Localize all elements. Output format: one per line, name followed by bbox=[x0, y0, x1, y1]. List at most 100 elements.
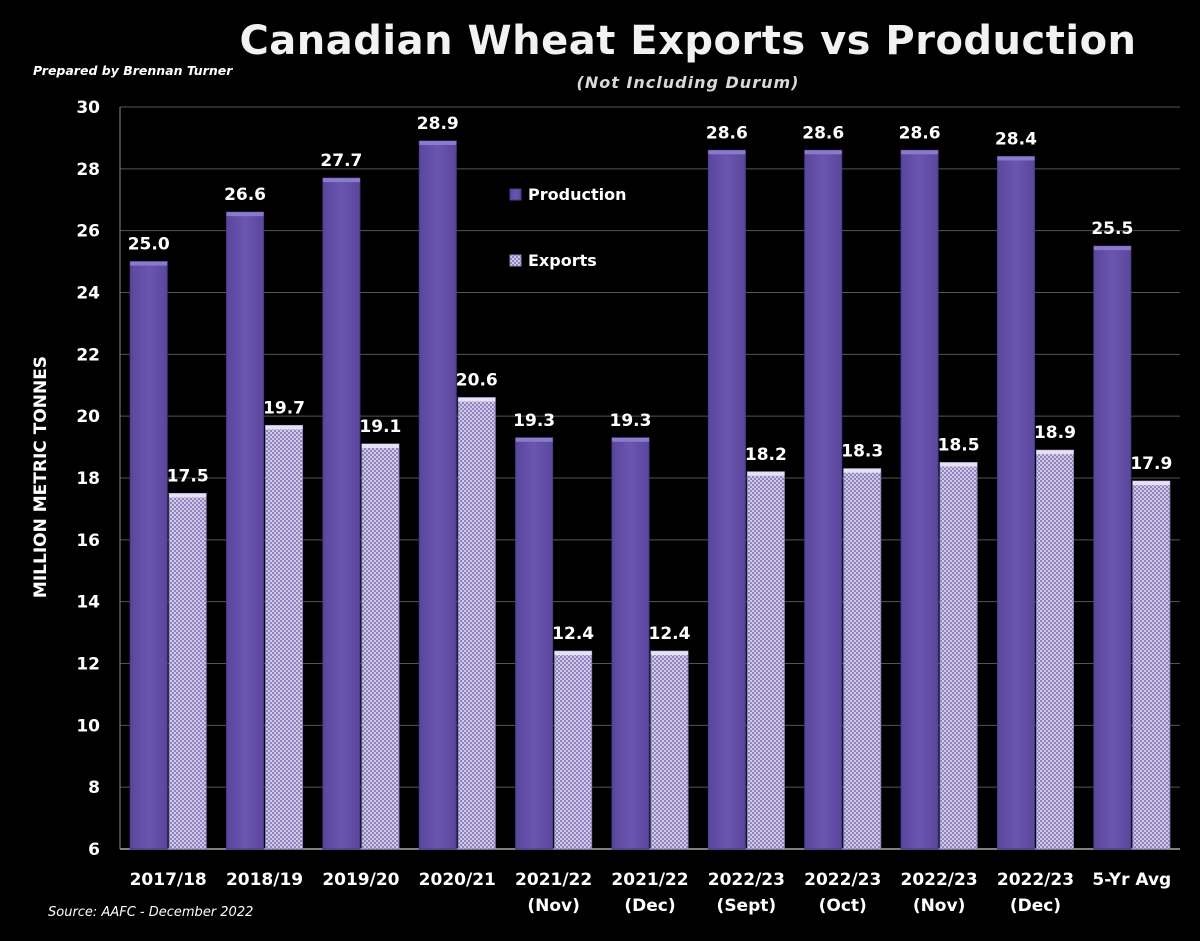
exports-data-label: 19.7 bbox=[263, 398, 305, 418]
chart-subtitle: (Not Including Durum) bbox=[576, 73, 800, 92]
production-bar-cap bbox=[997, 156, 1035, 161]
y-tick-label: 10 bbox=[76, 716, 100, 736]
exports-bar bbox=[554, 650, 593, 850]
production-bar bbox=[418, 140, 457, 850]
production-bar bbox=[1093, 245, 1132, 850]
exports-data-label: 20.6 bbox=[456, 371, 498, 391]
exports-bar-cap bbox=[554, 651, 592, 656]
production-bar-cap bbox=[612, 437, 649, 442]
production-bar-cap bbox=[322, 178, 360, 183]
y-tick-label: 26 bbox=[76, 222, 100, 242]
exports-bar-cap bbox=[361, 443, 399, 448]
exports-data-label: 17.9 bbox=[1130, 454, 1172, 474]
production-data-label: 26.6 bbox=[224, 185, 266, 205]
legend-label-exports: Exports bbox=[528, 251, 597, 270]
production-data-label: 19.3 bbox=[513, 411, 555, 431]
x-tick-label: 2022/23 bbox=[708, 870, 785, 890]
x-tick-label: 2017/18 bbox=[130, 870, 207, 890]
exports-bar bbox=[843, 468, 882, 850]
production-bar-cap bbox=[1093, 246, 1131, 251]
production-bar-cap bbox=[130, 261, 168, 266]
exports-bar-cap bbox=[1132, 481, 1170, 486]
production-bar bbox=[611, 437, 650, 850]
exports-bar-cap bbox=[747, 471, 785, 476]
exports-bar bbox=[650, 650, 689, 850]
production-data-label: 19.3 bbox=[610, 411, 652, 431]
legend-swatch-production bbox=[509, 188, 522, 201]
y-tick-label: 24 bbox=[76, 284, 100, 304]
exports-data-label: 12.4 bbox=[552, 624, 594, 644]
x-tick-label: 2022/23 bbox=[804, 870, 881, 890]
production-bar bbox=[900, 149, 939, 850]
exports-data-label: 18.2 bbox=[745, 445, 787, 465]
production-bar bbox=[129, 261, 168, 850]
x-tick-label: 2021/22 bbox=[515, 870, 592, 890]
production-data-label: 27.7 bbox=[320, 151, 362, 171]
production-data-label: 28.9 bbox=[417, 114, 459, 134]
production-bar bbox=[996, 155, 1035, 850]
exports-bar bbox=[168, 492, 207, 850]
production-bar bbox=[226, 211, 265, 850]
production-bar bbox=[322, 177, 361, 850]
exports-bar bbox=[746, 471, 785, 850]
x-tick-label: (Nov) bbox=[527, 896, 580, 916]
y-tick-label: 6 bbox=[88, 840, 100, 860]
y-tick-label: 22 bbox=[76, 345, 100, 365]
production-data-label: 28.6 bbox=[706, 123, 748, 143]
x-tick-label: 2019/20 bbox=[322, 870, 399, 890]
exports-bar-cap bbox=[651, 651, 688, 656]
x-tick-label: (Nov) bbox=[913, 896, 966, 916]
source-note: Source: AAFC - December 2022 bbox=[48, 905, 254, 920]
exports-data-label: 17.5 bbox=[167, 466, 209, 486]
production-bar-cap bbox=[708, 150, 746, 155]
x-tick-label: 5-Yr Avg bbox=[1092, 870, 1171, 890]
y-tick-label: 30 bbox=[76, 98, 100, 118]
production-bar bbox=[515, 437, 554, 850]
x-tick-label: (Sept) bbox=[717, 896, 777, 916]
production-data-label: 28.4 bbox=[995, 129, 1037, 149]
exports-bar-cap bbox=[169, 493, 207, 498]
x-tick-label: 2021/22 bbox=[611, 870, 688, 890]
y-tick-label: 18 bbox=[76, 469, 100, 489]
exports-bar bbox=[361, 443, 400, 850]
exports-bar-cap bbox=[843, 468, 881, 473]
x-tick-label: 2022/23 bbox=[997, 870, 1074, 890]
chart-title: Canadian Wheat Exports vs Production bbox=[239, 18, 1137, 64]
legend-swatch-exports bbox=[509, 254, 522, 267]
x-tick-label: 2018/19 bbox=[226, 870, 303, 890]
exports-bar bbox=[939, 462, 978, 850]
exports-data-label: 18.3 bbox=[841, 442, 883, 462]
production-data-label: 25.0 bbox=[128, 235, 170, 255]
exports-bar bbox=[1132, 480, 1171, 850]
exports-bar-cap bbox=[265, 425, 303, 430]
production-bar-cap bbox=[419, 141, 457, 146]
x-tick-label: 2022/23 bbox=[900, 870, 977, 890]
exports-bar-cap bbox=[458, 397, 496, 402]
x-tick-label: (Dec) bbox=[1010, 896, 1061, 916]
exports-bar-cap bbox=[940, 462, 978, 467]
production-bar-cap bbox=[901, 150, 939, 155]
exports-data-label: 19.1 bbox=[359, 417, 401, 437]
production-bar bbox=[804, 149, 843, 850]
exports-data-label: 12.4 bbox=[649, 624, 691, 644]
prepared-by-note: Prepared by Brennan Turner bbox=[33, 63, 233, 78]
production-bar-cap bbox=[515, 437, 553, 442]
exports-bar-cap bbox=[1036, 450, 1074, 455]
exports-data-label: 18.5 bbox=[938, 436, 980, 456]
exports-bar bbox=[265, 424, 304, 850]
y-tick-label: 16 bbox=[76, 531, 100, 551]
production-data-label: 28.6 bbox=[899, 123, 941, 143]
y-tick-label: 12 bbox=[76, 655, 100, 675]
y-tick-label: 28 bbox=[76, 160, 100, 180]
y-tick-label: 8 bbox=[88, 778, 100, 798]
y-tick-label: 20 bbox=[76, 407, 100, 427]
x-tick-label: (Dec) bbox=[624, 896, 675, 916]
x-tick-label: 2020/21 bbox=[419, 870, 496, 890]
legend-label-production: Production bbox=[528, 185, 626, 204]
exports-bar bbox=[457, 397, 496, 850]
y-tick-label: 14 bbox=[76, 593, 100, 613]
production-data-label: 25.5 bbox=[1091, 219, 1133, 239]
production-bar bbox=[707, 149, 746, 850]
production-data-label: 28.6 bbox=[802, 123, 844, 143]
